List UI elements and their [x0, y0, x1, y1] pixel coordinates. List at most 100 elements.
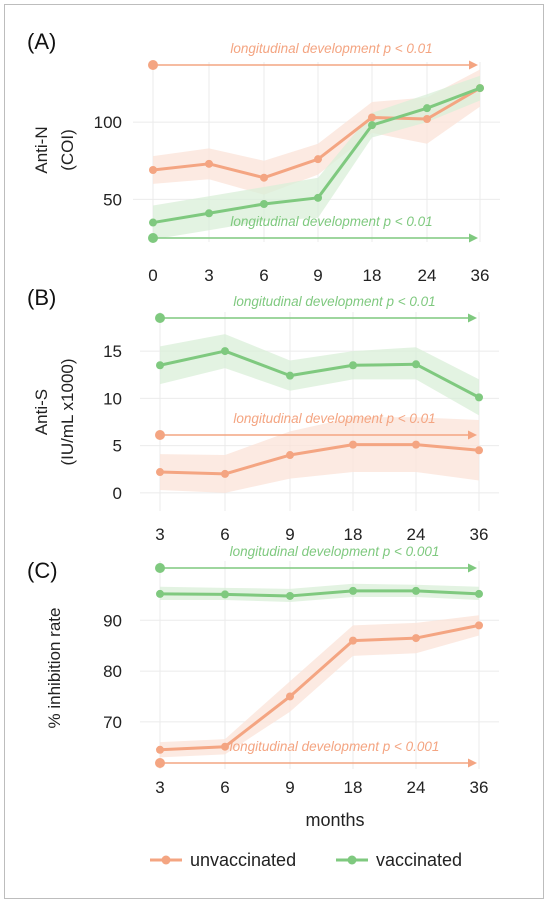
data-point-unvaccinated — [349, 636, 357, 645]
data-point-unvaccinated — [423, 115, 431, 123]
data-point-unvaccinated — [205, 159, 213, 168]
x-tick-label: 6 — [220, 778, 229, 797]
annotation-arrowhead — [468, 758, 477, 768]
legend-marker-unvaccinated — [161, 855, 171, 865]
data-point-vaccinated — [475, 393, 483, 402]
x-axis-title: months — [305, 810, 364, 830]
x-tick-label: 3 — [155, 778, 164, 797]
data-point-vaccinated — [286, 371, 294, 380]
y-tick-label: 80 — [103, 662, 122, 681]
data-point-vaccinated — [149, 218, 157, 227]
data-point-vaccinated — [156, 361, 164, 370]
y-tick-label: 70 — [103, 713, 122, 732]
annotation-text: longitudinal development p < 0.01 — [230, 41, 432, 56]
annotation-arrowhead — [468, 430, 477, 440]
annotation-arrowhead — [468, 313, 477, 323]
data-point-vaccinated — [221, 347, 229, 356]
annotation-vaccinated: longitudinal development p < 0.001 — [155, 544, 477, 573]
y-tick-label: 0 — [113, 484, 122, 503]
x-tick-label: 3 — [204, 266, 213, 285]
figure-border — [4, 4, 544, 899]
x-tick-label: 18 — [344, 778, 363, 797]
confidence-band-unvaccinated — [160, 615, 479, 758]
annotation-unvaccinated: longitudinal development p < 0.01 — [148, 41, 478, 70]
annotation-arrowhead — [469, 60, 478, 70]
y-axis-label: (IU/mL x1000) — [58, 358, 77, 465]
annotation-unvaccinated: longitudinal development p < 0.001 — [155, 739, 477, 768]
y-tick-label: 100 — [94, 113, 122, 132]
data-point-unvaccinated — [286, 692, 294, 701]
annotation-text: longitudinal development p < 0.01 — [233, 411, 435, 426]
annotation-start-dot — [155, 758, 165, 768]
data-point-vaccinated — [368, 121, 376, 130]
annotation-text: longitudinal development p < 0.01 — [233, 294, 435, 309]
x-tick-label: 36 — [470, 525, 489, 544]
x-tick-label: 36 — [470, 778, 489, 797]
x-tick-label: 6 — [259, 266, 268, 285]
x-tick-label: 3 — [155, 525, 164, 544]
legend: unvaccinated vaccinated — [150, 850, 462, 870]
series-line-unvaccinated — [159, 443, 480, 476]
annotation-text: longitudinal development p < 0.01 — [230, 214, 432, 229]
data-point-unvaccinated — [286, 451, 294, 460]
annotation-start-dot — [155, 430, 165, 440]
annotation-text: longitudinal development p < 0.001 — [230, 739, 440, 754]
data-point-vaccinated — [314, 193, 322, 202]
y-axis-label: Anti-N — [32, 126, 51, 173]
x-tick-label: 24 — [418, 266, 437, 285]
data-point-unvaccinated — [156, 468, 164, 477]
y-axis-label: Anti-S — [32, 389, 51, 435]
data-point-vaccinated — [260, 200, 268, 208]
confidence-band-vaccinated — [160, 334, 479, 416]
data-point-vaccinated — [349, 586, 357, 595]
data-point-unvaccinated — [221, 469, 229, 478]
annotation-start-dot — [155, 563, 165, 573]
panel-label: (A) — [27, 29, 56, 54]
data-point-vaccinated — [476, 84, 484, 93]
data-point-vaccinated — [221, 590, 229, 599]
legend-marker-vaccinated — [347, 855, 357, 865]
y-tick-label: 5 — [113, 437, 122, 456]
annotation-vaccinated: longitudinal development p < 0.01 — [148, 214, 478, 243]
data-point-unvaccinated — [349, 440, 357, 449]
y-tick-label: 15 — [103, 342, 122, 361]
y-tick-label: 50 — [103, 190, 122, 209]
annotation-start-dot — [148, 60, 158, 70]
x-tick-label: 0 — [148, 266, 157, 285]
data-point-unvaccinated — [412, 634, 420, 643]
data-point-unvaccinated — [149, 166, 157, 174]
annotation-unvaccinated: longitudinal development p < 0.01 — [155, 411, 477, 440]
panel-label: (C) — [27, 558, 58, 583]
data-point-vaccinated — [205, 209, 213, 218]
data-point-unvaccinated — [475, 446, 483, 455]
confidence-band-unvaccinated — [160, 417, 479, 493]
series-line-unvaccinated — [159, 623, 480, 752]
annotation-arrowhead — [469, 233, 478, 243]
data-point-vaccinated — [286, 591, 294, 600]
data-point-unvaccinated — [368, 113, 376, 122]
data-point-vaccinated — [475, 589, 483, 598]
x-tick-label: 18 — [344, 525, 363, 544]
legend-label-vaccinated: vaccinated — [376, 850, 462, 870]
confidence-band-unvaccinated — [153, 69, 480, 195]
x-tick-label: 9 — [313, 266, 322, 285]
y-tick-label: 10 — [103, 389, 122, 408]
annotation-arrowhead — [468, 563, 477, 573]
data-point-vaccinated — [412, 586, 420, 595]
legend-item-unvaccinated: unvaccinated — [150, 850, 296, 870]
data-point-vaccinated — [156, 589, 164, 598]
y-tick-label: 90 — [103, 611, 122, 630]
annotation-text: longitudinal development p < 0.001 — [230, 544, 440, 559]
data-point-vaccinated — [412, 360, 420, 369]
data-point-unvaccinated — [221, 742, 229, 751]
annotation-start-dot — [155, 313, 165, 323]
data-point-unvaccinated — [314, 155, 322, 164]
data-point-unvaccinated — [412, 440, 420, 449]
x-tick-label: 9 — [285, 778, 294, 797]
data-point-vaccinated — [423, 104, 431, 113]
